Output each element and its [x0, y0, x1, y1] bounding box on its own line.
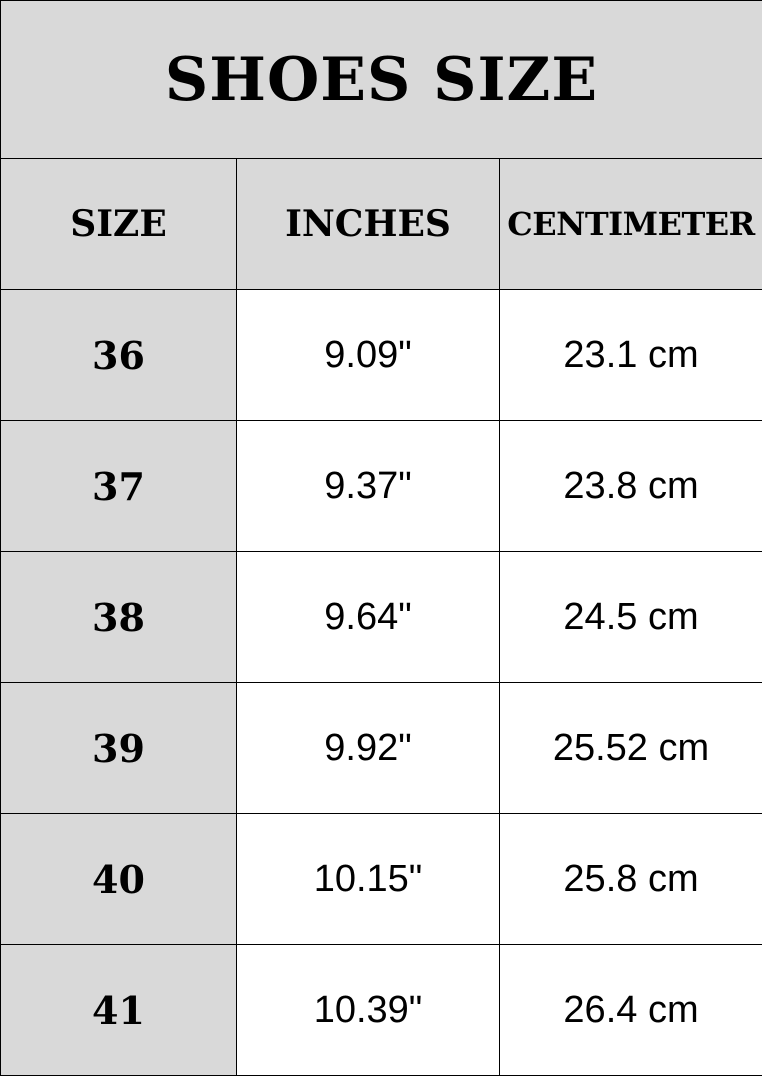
column-header-inches: INCHES: [237, 159, 500, 290]
inches-cell: 9.92": [237, 683, 500, 814]
size-cell: 39: [1, 683, 237, 814]
size-cell: 38: [1, 552, 237, 683]
centimeter-cell: 26.4 cm: [500, 945, 762, 1076]
inches-cell: 10.15": [237, 814, 500, 945]
column-header-centimeter: CENTIMETER: [500, 159, 762, 290]
header-row: SIZE INCHES CENTIMETER: [1, 159, 762, 290]
size-cell: 36: [1, 290, 237, 421]
table-title: SHOES SIZE: [1, 1, 762, 159]
centimeter-cell: 23.8 cm: [500, 421, 762, 552]
inches-cell: 9.09": [237, 290, 500, 421]
table-row: 38 9.64" 24.5 cm: [1, 552, 762, 683]
table-row: 41 10.39" 26.4 cm: [1, 945, 762, 1076]
column-header-size: SIZE: [1, 159, 237, 290]
size-cell: 37: [1, 421, 237, 552]
centimeter-cell: 25.52 cm: [500, 683, 762, 814]
centimeter-cell: 23.1 cm: [500, 290, 762, 421]
table-row: 40 10.15" 25.8 cm: [1, 814, 762, 945]
inches-cell: 9.37": [237, 421, 500, 552]
size-cell: 40: [1, 814, 237, 945]
inches-cell: 9.64": [237, 552, 500, 683]
title-row: SHOES SIZE: [1, 1, 762, 159]
centimeter-cell: 25.8 cm: [500, 814, 762, 945]
inches-cell: 10.39": [237, 945, 500, 1076]
centimeter-cell: 24.5 cm: [500, 552, 762, 683]
table-row: 36 9.09" 23.1 cm: [1, 290, 762, 421]
table-row: 37 9.37" 23.8 cm: [1, 421, 762, 552]
size-cell: 41: [1, 945, 237, 1076]
table-row: 39 9.92" 25.52 cm: [1, 683, 762, 814]
